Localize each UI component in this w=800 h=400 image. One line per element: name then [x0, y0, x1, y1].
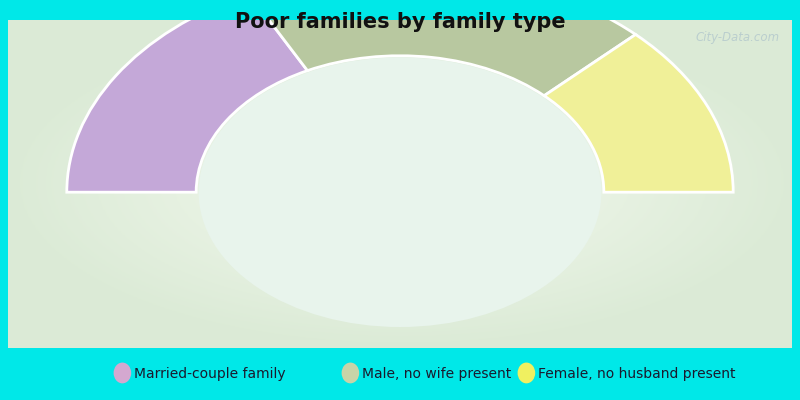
Wedge shape: [249, 0, 636, 96]
Text: Male, no wife present: Male, no wife present: [362, 367, 511, 381]
Ellipse shape: [342, 362, 359, 383]
Text: City-Data.com: City-Data.com: [696, 32, 780, 44]
Text: Female, no husband present: Female, no husband present: [538, 367, 735, 381]
Ellipse shape: [518, 362, 535, 383]
Wedge shape: [66, 0, 307, 192]
Circle shape: [198, 57, 602, 327]
Ellipse shape: [114, 362, 131, 383]
Text: Married-couple family: Married-couple family: [134, 367, 286, 381]
Text: Poor families by family type: Poor families by family type: [234, 12, 566, 32]
Wedge shape: [544, 34, 734, 192]
